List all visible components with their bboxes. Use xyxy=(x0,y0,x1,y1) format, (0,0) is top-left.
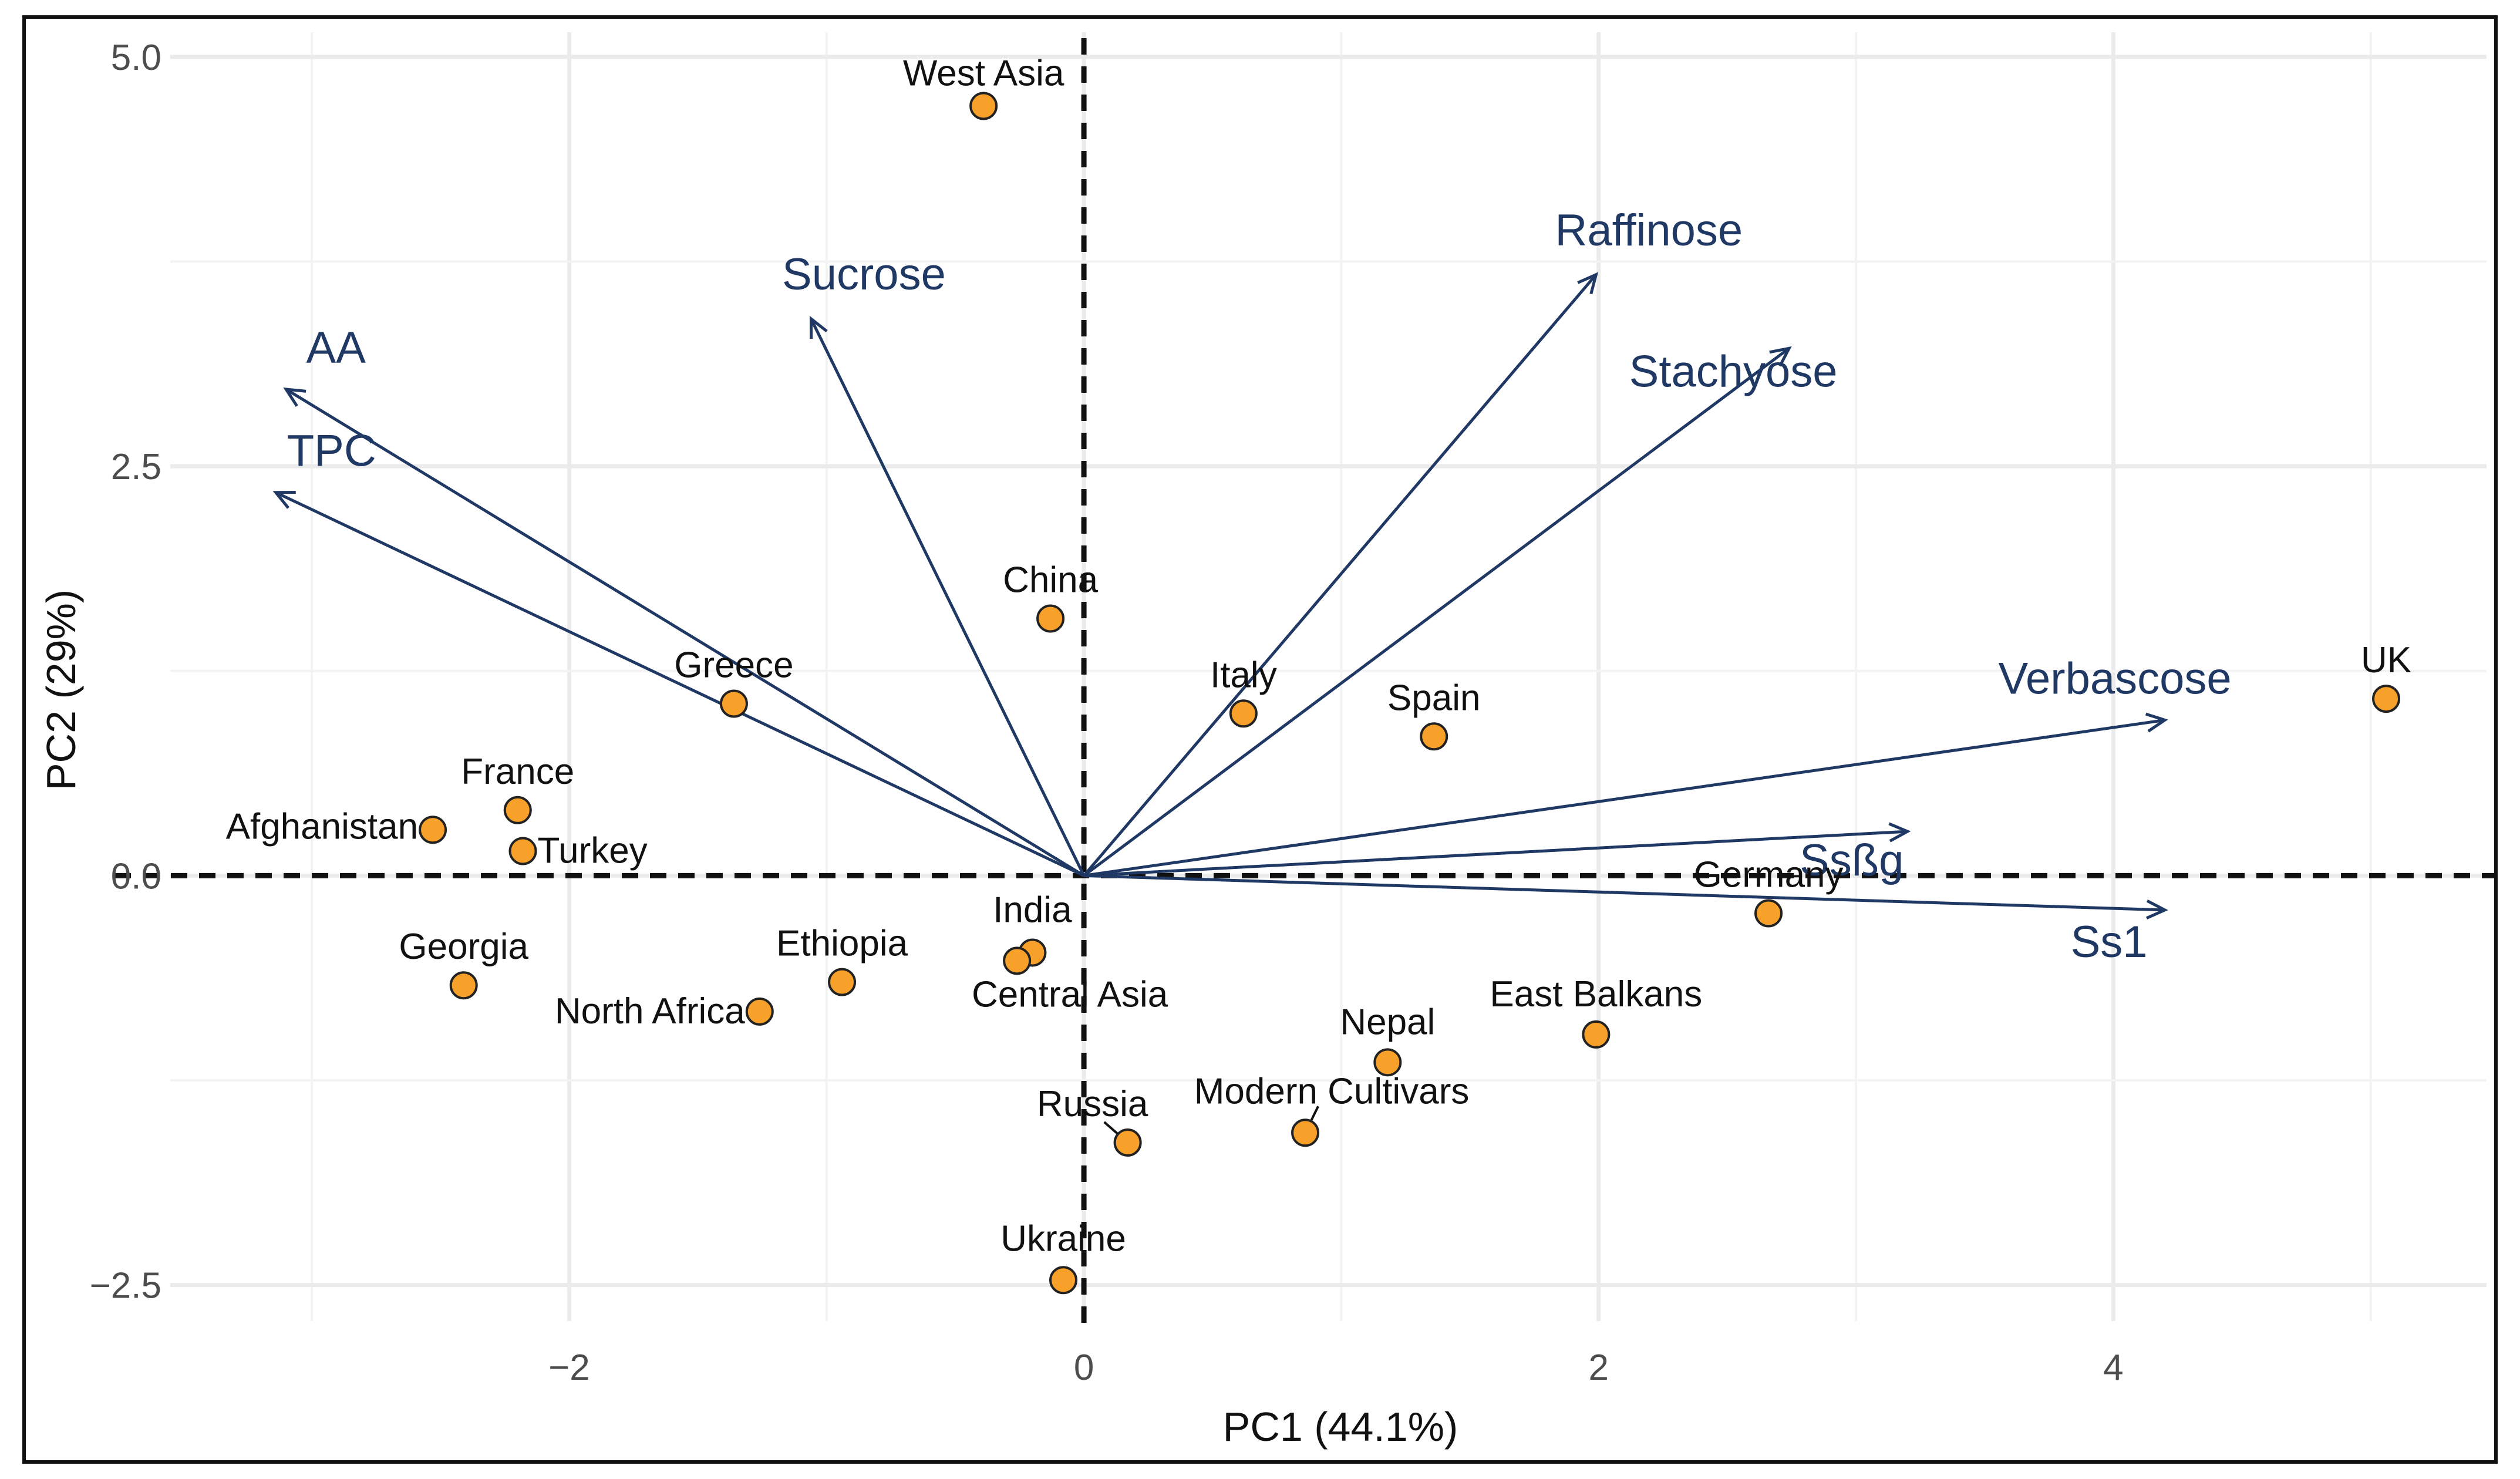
point-label: Modern Cultivars xyxy=(1194,1071,1470,1111)
vector-label: Ss1 xyxy=(2071,917,2148,967)
vector-arrow xyxy=(1083,718,2165,877)
point-label: Russia xyxy=(1037,1084,1148,1124)
y-tick-label: 2.5 xyxy=(111,447,161,487)
vector-arrowhead xyxy=(809,315,828,339)
vector-arrowhead xyxy=(272,490,296,509)
point-label: Turkey xyxy=(538,831,648,871)
reference-lines xyxy=(114,38,2495,1330)
point-label: Afghanistan xyxy=(226,806,418,847)
chart-frame xyxy=(22,15,2498,1464)
sample-point xyxy=(419,816,447,844)
vector-arrow xyxy=(1083,830,1908,877)
point-label: West Asia xyxy=(903,53,1064,94)
sample-point xyxy=(1036,604,1065,633)
sample-points: West Asia China Greece France Afghanistan Tur… xyxy=(226,53,2411,1295)
point-label: Ukraine xyxy=(1000,1218,1126,1259)
point-label: Ethiopia xyxy=(776,924,908,964)
sample-point xyxy=(745,997,774,1026)
sample-point xyxy=(1373,1048,1402,1077)
point-label: Georgia xyxy=(399,927,528,967)
sample-point xyxy=(828,968,857,996)
grid xyxy=(170,32,2487,1321)
sample-point xyxy=(1003,946,1032,975)
vector-arrow xyxy=(810,318,1086,877)
sample-point xyxy=(1420,722,1448,751)
y-axis-title: PC2 (29%) xyxy=(38,589,84,790)
point-label: India xyxy=(993,890,1072,930)
vector-label: AA xyxy=(306,323,366,373)
vector-arrowhead xyxy=(283,388,306,407)
vector-label: Ssßg xyxy=(1800,835,1904,885)
vector-label: Sucrose xyxy=(782,250,946,299)
vector-arrow xyxy=(1084,874,2165,912)
sample-point xyxy=(503,796,532,824)
x-tick-label: −2 xyxy=(548,1347,590,1388)
vector-label: Raffinose xyxy=(1555,205,1743,255)
sample-point xyxy=(969,92,998,120)
x-tick-label: 2 xyxy=(1589,1347,1609,1388)
vector-label: Stachyose xyxy=(1629,346,1838,396)
sample-point xyxy=(1291,1118,1320,1147)
vector-arrow xyxy=(285,388,1085,877)
vector-label: Verbascose xyxy=(1999,653,2232,703)
point-label: China xyxy=(1003,560,1099,600)
axis-ticks: −2 0 2 4 −2.5 0.0 2.5 5.0 xyxy=(90,38,2124,1388)
sample-point xyxy=(1049,1266,1078,1295)
vector-arrow xyxy=(1083,274,1598,877)
sample-point xyxy=(1582,1020,1611,1049)
point-label: Germany xyxy=(1694,855,1844,895)
loading-vectors: AA TPC Sucrose Raffinose Stachyose Verbascose… xyxy=(272,205,2232,967)
sample-point xyxy=(1113,1128,1142,1157)
x-tick-label: 0 xyxy=(1074,1347,1094,1388)
point-label: East Balkans xyxy=(1490,974,1702,1015)
vector-arrow xyxy=(275,491,1085,877)
vector-arrowhead xyxy=(2145,899,2168,920)
y-tick-label: 0.0 xyxy=(111,856,161,897)
point-label: Greece xyxy=(674,645,793,686)
sample-point xyxy=(2372,685,2401,713)
sample-point xyxy=(1229,699,1258,728)
point-label: France xyxy=(461,752,574,792)
sample-point xyxy=(449,971,478,1000)
x-axis-title: PC1 (44.1%) xyxy=(1223,1404,1458,1450)
y-tick-label: −2.5 xyxy=(90,1266,161,1306)
point-label: Italy xyxy=(1210,655,1277,695)
vector-arrowhead xyxy=(2145,712,2168,733)
vector-label: TPC xyxy=(287,426,376,476)
point-label: Central Asia xyxy=(972,974,1168,1015)
point-label: UK xyxy=(2361,640,2411,680)
sample-point xyxy=(719,689,748,718)
point-label: Spain xyxy=(1387,678,1481,718)
vector-arrowhead xyxy=(1769,346,1792,367)
sample-point xyxy=(1754,899,1783,928)
vector-arrow xyxy=(1083,347,1790,877)
point-label: North Africa xyxy=(555,991,745,1032)
y-tick-label: 5.0 xyxy=(111,38,161,78)
vector-arrowhead xyxy=(1888,822,1911,843)
sample-point xyxy=(508,837,537,865)
x-tick-label: 4 xyxy=(2103,1347,2123,1388)
point-label: Nepal xyxy=(1340,1002,1435,1042)
vector-arrowhead xyxy=(1577,272,1599,295)
